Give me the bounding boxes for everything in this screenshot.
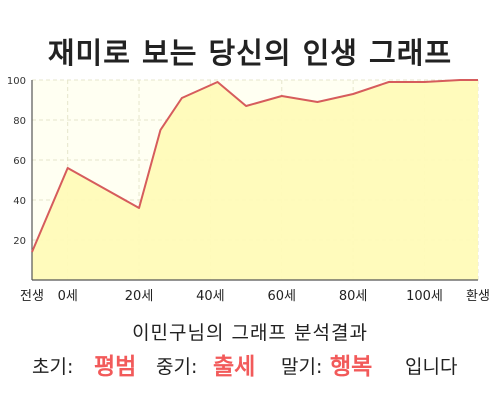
ending-text: 입니다 (405, 356, 458, 378)
y-tick-label: 20 (13, 236, 26, 247)
area-polygon (32, 80, 478, 280)
analysis-subtitle: 이민구님의 그래프 분석결과 (132, 322, 368, 344)
x-tick-label: 0세 (58, 289, 78, 304)
series-line (31, 79, 478, 253)
y-tick-label: 60 (13, 156, 26, 167)
x-tick-label: 40세 (196, 289, 225, 304)
x-tick-labels: 전생 0세 20세 40세 60세 80세 100세 환생 (20, 289, 490, 304)
y-tick-label: 40 (13, 196, 26, 207)
mid-result: 출세 (213, 354, 256, 380)
mid-label: 중기: (156, 356, 198, 378)
early-label: 초기: (32, 356, 74, 378)
x-tick-label: 60세 (268, 289, 297, 304)
x-tick-label: 80세 (339, 289, 368, 304)
series-polyline (31, 79, 478, 253)
chart-title: 재미로 보는 당신의 인생 그래프 (47, 36, 453, 70)
y-tick-label: 80 (13, 116, 26, 127)
early-result: 평범 (94, 354, 137, 380)
x-tick-label: 20세 (125, 289, 154, 304)
result-summary: 초기: 평범 중기: 출세 말기: 행복 입니다 (0, 350, 500, 380)
life-graph-chart: 20 40 60 80 100 전생 0세 20세 40세 60세 80세 100세 환생 (7, 76, 490, 304)
x-tick-label: 환생 (466, 289, 490, 304)
late-result: 행복 (330, 354, 373, 380)
y-tick-labels: 20 40 60 80 100 (7, 76, 26, 247)
late-label: 말기: (281, 356, 323, 378)
x-tick-label: 100세 (406, 289, 443, 304)
x-tick-label: 전생 (20, 289, 44, 304)
axes (31, 80, 478, 281)
area-fill (32, 80, 478, 280)
y-tick-label: 100 (7, 76, 26, 87)
